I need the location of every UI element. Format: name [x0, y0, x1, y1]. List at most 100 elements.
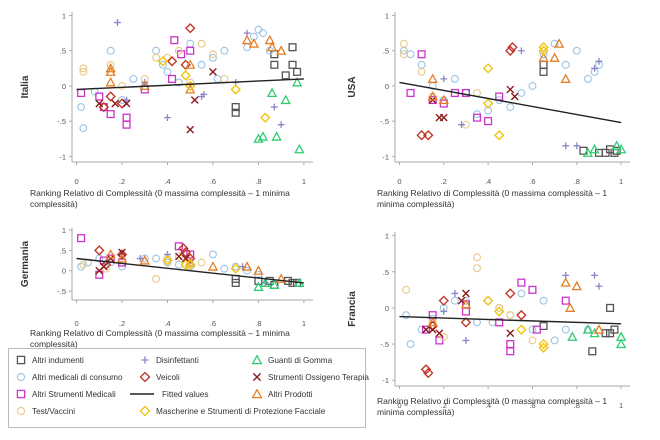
data-point-altri-prodotti: [241, 34, 253, 45]
data-point-altri-prodotti: [264, 34, 275, 45]
data-point-disinfettanti: [440, 308, 448, 315]
legend-label: Disinfettanti: [156, 355, 199, 365]
data-point-altri-prodotti: [564, 302, 576, 312]
data-point-guanti: [615, 143, 627, 154]
y-tick-label: -.5: [57, 117, 66, 126]
legend-marker-circle: [16, 372, 26, 382]
data-point-test-vaccini: [399, 50, 408, 59]
legend-marker: [139, 406, 151, 416]
data-point-strumenti-medicali: [517, 278, 526, 287]
data-point-strumenti-medicali: [174, 242, 183, 251]
data-point-altri-medicali: [254, 25, 263, 34]
data-point-veicoli: [420, 364, 432, 375]
data-point-altri-medicali: [528, 81, 537, 90]
legend-marker: [251, 355, 263, 365]
y-axis-label: Italia: [20, 75, 31, 98]
data-point-disinfettanti: [458, 121, 465, 129]
data-point-altri-medicali: [186, 39, 195, 48]
legend-marker-diamond: [139, 406, 151, 416]
legend-label: Guanti di Gomma: [268, 355, 333, 365]
data-point-guanti: [582, 324, 594, 334]
data-point-veicoli: [423, 129, 434, 141]
x-tick-label: 0: [74, 177, 78, 186]
y-tick-label: -.5: [57, 287, 66, 296]
data-point-altri-indumenti: [588, 347, 597, 356]
legend-item-strumenti-medicali: Altri Strumenti Medicali: [15, 389, 116, 399]
data-point-guanti: [294, 143, 305, 154]
data-point-mascherine: [184, 259, 196, 270]
data-point-altri-medicali: [550, 336, 559, 345]
y-tick-label: .5: [383, 47, 389, 56]
data-point-altri-indumenti: [231, 103, 240, 112]
data-point-altri-medicali: [561, 325, 570, 334]
data-point-test-vaccini: [506, 311, 515, 320]
data-point-strumenti-medicali: [95, 92, 104, 101]
data-point-test-vaccini: [473, 253, 481, 262]
y-tick-label: -.5: [380, 117, 389, 126]
data-point-altri-medicali: [77, 262, 86, 271]
legend-marker-diamond: [139, 372, 151, 382]
data-point-disinfettanti: [595, 282, 603, 290]
data-point-altri-medicali: [158, 60, 167, 69]
data-point-altri-prodotti: [560, 73, 571, 83]
data-point-altri-medicali: [517, 289, 526, 298]
legend-item-mascherine: Mascherine e Strumenti di Protezione Fac…: [139, 406, 325, 416]
data-point-altri-prodotti: [427, 316, 438, 327]
legend-marker-square: [16, 389, 26, 399]
data-point-strumenti-medicali: [167, 74, 177, 83]
x-axis-label-line: complessità): [30, 199, 78, 209]
data-point-mascherine: [180, 70, 191, 81]
data-point-ossigeno: [95, 99, 104, 108]
data-point-altri-prodotti: [438, 94, 449, 105]
legend-item-fitted: Fitted values: [127, 389, 208, 399]
data-point-altri-prodotti: [560, 277, 571, 287]
data-point-ossigeno: [462, 289, 470, 298]
y-tick-label: 1: [385, 232, 389, 241]
legend-item-altri-prodotti: Altri Prodotti: [251, 389, 313, 399]
data-point-altri-prodotti: [241, 261, 253, 271]
data-point-ossigeno: [181, 254, 190, 263]
data-point-disinfettanti: [462, 337, 470, 344]
data-point-strumenti-medicali: [77, 234, 86, 243]
data-point-mascherine: [538, 342, 549, 353]
data-point-mascherine: [482, 98, 494, 109]
data-point-veicoli: [166, 56, 178, 67]
y-tick-label: 0: [62, 267, 66, 276]
legend-item-guanti: Guanti di Gomma: [251, 355, 332, 365]
data-point-test-vaccini: [439, 332, 448, 341]
x-tick-label: 0: [397, 177, 401, 186]
data-point-disinfettanti: [440, 75, 448, 83]
data-point-altri-indumenti: [539, 60, 548, 69]
x-tick-label: .8: [574, 177, 580, 186]
data-point-mascherine: [516, 324, 527, 335]
data-point-strumenti-medicali: [461, 88, 470, 98]
data-point-altri-medicali: [106, 46, 115, 55]
data-point-mascherine: [162, 255, 173, 266]
data-point-strumenti-medicali: [417, 50, 426, 59]
x-axis-label-line: Ranking Relativo di Complessità (0 massi…: [377, 188, 607, 198]
data-point-guanti: [291, 76, 303, 87]
data-point-guanti: [266, 87, 278, 98]
legend: Altri indumenti Altri medicali di consum…: [8, 348, 369, 428]
legend-marker-circle: [16, 406, 26, 416]
data-point-strumenti-medicali: [506, 340, 515, 349]
data-point-strumenti-medicali: [406, 88, 415, 98]
data-point-test-vaccini: [118, 81, 126, 90]
data-point-ossigeno: [99, 262, 108, 271]
data-point-test-vaccini: [152, 274, 161, 283]
data-point-test-vaccini: [174, 252, 183, 261]
data-point-altri-prodotti: [185, 59, 196, 69]
data-point-veicoli: [505, 288, 516, 299]
x-tick-label: .2: [119, 177, 125, 186]
data-point-disinfettanti: [200, 90, 208, 98]
data-point-disinfettanti: [595, 57, 603, 65]
data-point-altri-medicali: [417, 60, 426, 69]
data-point-altri-prodotti: [460, 298, 472, 309]
legend-label: Mascherine e Strumenti di Protezione Fac…: [156, 406, 326, 416]
data-point-altri-medicali: [539, 296, 548, 305]
data-point-mascherine: [180, 259, 191, 270]
data-point-disinfettanti: [517, 47, 525, 55]
data-point-altri-medicali: [220, 264, 229, 273]
y-tick-label: .5: [60, 47, 66, 56]
